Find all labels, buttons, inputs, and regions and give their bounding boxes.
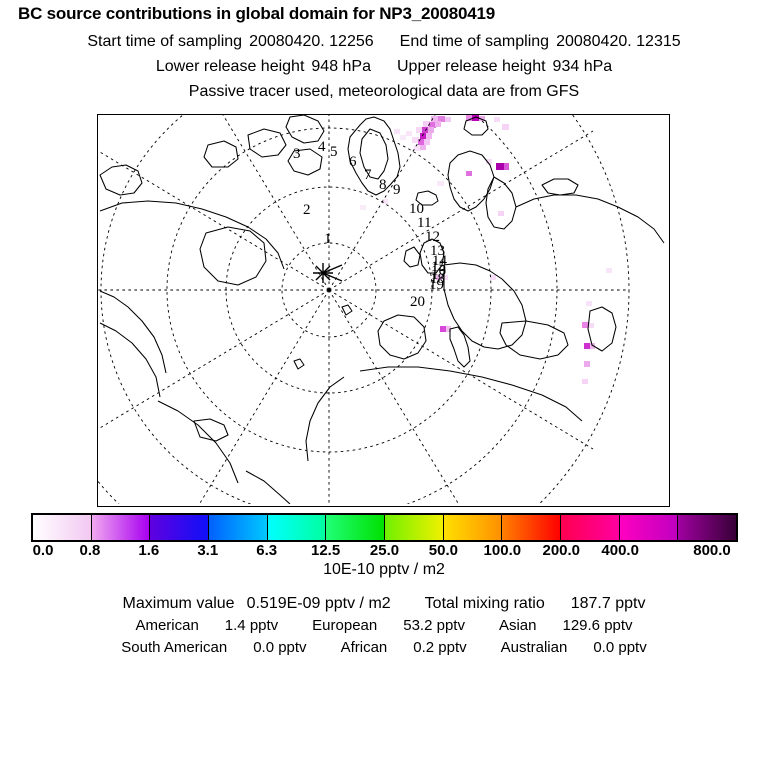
colorbar-segment-1 — [33, 515, 92, 540]
colorbar-tick-8: 100.0 — [483, 542, 522, 559]
trajectory-point-9: 9 — [393, 182, 401, 198]
colorbar-segment-9 — [502, 515, 562, 540]
start-time-label: Start time of sampling — [87, 33, 243, 50]
colorbar-segment-4 — [209, 515, 268, 540]
region-african-value: 0.2 pptv — [413, 639, 467, 656]
colorbar-segment-5 — [267, 515, 327, 540]
region-african-label: African — [340, 639, 388, 656]
colorbar-tick-4: 6.3 — [256, 542, 278, 559]
trajectory-point-7: 7 — [364, 167, 372, 183]
release-point-marker — [313, 263, 343, 283]
page-title: BC source contributions in global domain… — [18, 4, 495, 23]
region-american-value: 1.4 pptv — [224, 617, 279, 634]
trajectory-point-5: 5 — [330, 144, 338, 160]
colorbar — [31, 513, 738, 542]
colorbar-tick-3: 3.1 — [197, 542, 219, 559]
stats-row-summary: Maximum value 0.519E-09 pptv / m2 Total mi… — [0, 592, 768, 615]
upper-release-label: Upper release height — [397, 58, 546, 75]
trajectory-point-4: 4 — [318, 139, 326, 155]
trajectory-point-15: 15 — [431, 259, 446, 275]
meridian-lines — [98, 115, 629, 504]
total-mixing-ratio-label: Total mixing ratio — [424, 595, 545, 612]
colorbar-tick-11: 800.0 — [693, 542, 731, 559]
colorbar-segment-2 — [91, 515, 151, 540]
trajectory-point-19: 19 — [429, 277, 444, 293]
stats-row-regions-1: American 1.4 pptv European 53.2 pptv Asian 12… — [0, 615, 768, 637]
region-south-american-label: South American — [121, 639, 228, 656]
max-value-label: Maximum value — [122, 595, 235, 612]
map-plot-area[interactable]: 1 2 3 4 5 6 7 8 9 10 11 12 13 14 15 16 1… — [97, 114, 670, 507]
colorbar-tick-5: 12.5 — [310, 542, 341, 559]
colorbar-tick-1: 0.8 — [79, 542, 101, 559]
region-european-label: European — [312, 617, 378, 634]
total-mixing-ratio-value: 187.7 pptv — [570, 595, 646, 612]
colorbar-segment-11 — [619, 515, 679, 540]
trajectory-point-2: 2 — [303, 202, 311, 218]
colorbar-tick-9: 200.0 — [542, 542, 581, 559]
region-european-value: 53.2 pptv — [403, 617, 465, 634]
trajectory-point-17: 17 — [431, 267, 446, 283]
trajectory-point-18: 18 — [430, 271, 445, 287]
trajectory-point-8: 8 — [379, 177, 387, 193]
region-asian-label: Asian — [498, 617, 537, 634]
colorbar-segment-8 — [443, 515, 503, 540]
concentration-cells — [360, 115, 612, 384]
lower-release-value: 948 hPa — [311, 58, 371, 75]
colorbar-tick-6: 25.0 — [369, 542, 400, 559]
upper-release-value: 934 hPa — [552, 58, 613, 75]
trajectory-point-11: 11 — [417, 215, 432, 231]
stats-row-regions-2: South American 0.0 pptv African 0.2 pptv Aus… — [0, 637, 768, 659]
trajectory-point-16: 16 — [431, 263, 446, 279]
colorbar-tick-0: 0.0 — [32, 542, 54, 559]
trajectory-point-12: 12 — [425, 229, 440, 245]
region-asian-value: 129.6 pptv — [562, 617, 633, 634]
release-height-line: Lower release height 948 hPa Upper release… — [0, 58, 768, 76]
statistics-block: Maximum value 0.519E-09 pptv / m2 Total mi… — [0, 592, 768, 659]
trajectory-point-10: 10 — [409, 201, 424, 217]
trajectory-point-13: 13 — [430, 243, 445, 259]
coastlines — [99, 115, 665, 504]
start-time-value: 20080420. 12256 — [249, 33, 374, 50]
colorbar-tick-2: 1.6 — [138, 542, 160, 559]
lower-release-label: Lower release height — [155, 58, 305, 75]
colorbar-segment-3 — [150, 515, 210, 540]
colorbar-segment-10 — [561, 515, 620, 540]
end-time-value: 20080420. 12315 — [556, 33, 681, 50]
map-canvas — [98, 115, 665, 504]
colorbar-tick-labels: 0.0 0.8 1.6 3.1 6.3 12.5 25.0 50.0 100.0 200.0 400… — [0, 542, 768, 562]
trajectory-point-20: 20 — [410, 294, 425, 310]
end-time-label: End time of sampling — [399, 33, 550, 50]
sampling-time-line: Start time of sampling 20080420. 12256 End… — [0, 33, 768, 51]
colorbar-segment-7 — [385, 515, 444, 540]
region-australian-value: 0.0 pptv — [593, 639, 647, 656]
region-american-label: American — [135, 617, 199, 634]
colorbar-segment-6 — [326, 515, 386, 540]
max-value: 0.519E-09 pptv / m2 — [246, 595, 391, 612]
tracer-note: Passive tracer used, meteorological data… — [188, 83, 580, 100]
colorbar-tick-10: 400.0 — [601, 542, 639, 559]
trajectory-point-6: 6 — [349, 154, 357, 170]
trajectory-point-14: 14 — [432, 253, 447, 269]
colorbar-unit-label: 10E-10 pptv / m2 — [323, 561, 445, 578]
colorbar-tick-7: 50.0 — [428, 542, 459, 559]
region-australian-label: Australian — [500, 639, 568, 656]
trajectory-point-3: 3 — [293, 146, 301, 162]
trajectory-point-1: 1 — [324, 231, 332, 247]
colorbar-segment-12 — [678, 515, 737, 540]
region-south-american-value: 0.0 pptv — [253, 639, 307, 656]
